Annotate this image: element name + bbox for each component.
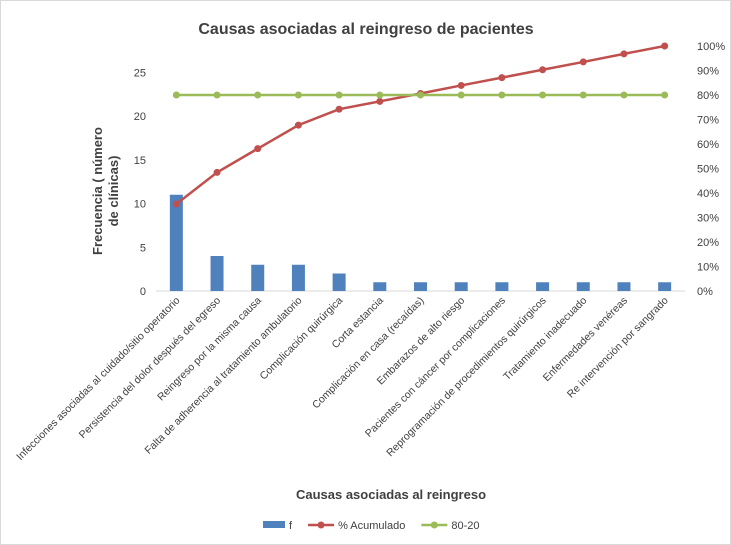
y-tick-label: 25 <box>134 67 146 79</box>
series-point <box>376 97 384 105</box>
category-label: Falta de adherencia al tratamiento ambul… <box>143 295 305 457</box>
series-point <box>172 200 180 208</box>
y2-tick-label: 50% <box>697 164 719 176</box>
plot-area: 0 5 10 15 20 25 0% 10% 20% 30% 40% 50% 60% 70% 80% 90% 1… <box>14 41 725 463</box>
bar <box>414 282 427 291</box>
series-point <box>254 145 262 153</box>
x-axis-title: Causas asociadas al reingreso <box>296 487 486 502</box>
bar <box>617 282 631 291</box>
series-point <box>661 91 669 99</box>
bar <box>454 282 468 291</box>
legend-label: 80-20 <box>451 520 479 532</box>
chart-title: Causas asociadas al reingreso de pacient… <box>198 21 533 38</box>
series-point <box>579 58 587 66</box>
series-point <box>539 91 547 99</box>
series-point <box>620 91 628 99</box>
y2-tick-label: 10% <box>697 262 719 274</box>
bar <box>332 273 346 291</box>
y-tick-label: 0 <box>140 286 146 298</box>
y2-tick-label: 0% <box>697 286 713 298</box>
series-line <box>175 44 665 206</box>
y2-tick-label: 80% <box>697 90 719 102</box>
series-point <box>620 50 628 58</box>
legend-label: f <box>289 520 293 532</box>
series-point <box>254 91 262 99</box>
bar <box>576 282 590 291</box>
y-tick-label: 10 <box>134 199 146 211</box>
series-point <box>539 66 547 74</box>
y2-tick-label: 70% <box>697 115 719 127</box>
series-point <box>417 91 424 99</box>
series-point <box>579 91 587 99</box>
y-axis-title: Frecuencia ( número de clínicas) <box>90 127 121 255</box>
series-point <box>172 91 180 99</box>
series-point <box>335 105 343 113</box>
category-label: Pacientes con cáncer por complicaciones <box>363 295 508 440</box>
series-point <box>335 91 343 99</box>
series-point <box>294 121 302 129</box>
bar <box>169 194 183 291</box>
category-label: Persistencia del dolor después del egres… <box>77 295 223 441</box>
legend-swatch-marker <box>430 521 438 529</box>
series-point <box>294 91 302 99</box>
category-label: Complicación quirúrgica <box>258 295 346 383</box>
series-point <box>661 42 669 50</box>
series-point <box>498 74 506 82</box>
y2-tick-label: 90% <box>697 66 719 78</box>
series-point <box>213 168 221 176</box>
bar <box>373 282 387 291</box>
series-point <box>457 91 465 99</box>
series-point <box>376 91 384 99</box>
legend-swatch-bar <box>263 521 285 528</box>
y-tick-label: 20 <box>134 111 146 123</box>
y-tick-label: 15 <box>134 155 146 167</box>
legend: f % Acumulado 80-20 <box>263 520 479 532</box>
bar <box>536 282 550 291</box>
bar <box>658 282 672 291</box>
y-axis-title-line-2: de clínicas) <box>106 156 121 227</box>
bar <box>291 264 305 291</box>
bar <box>210 256 224 291</box>
legend-swatch-marker <box>317 521 325 529</box>
series-point <box>498 91 506 99</box>
y2-tick-label: 30% <box>697 213 719 225</box>
y2-tick-label: 40% <box>697 188 719 200</box>
series-point <box>457 81 465 89</box>
bar <box>495 282 509 291</box>
y-axis-title-line-1: Frecuencia ( número <box>90 127 105 255</box>
y-tick-label: 5 <box>140 242 146 254</box>
series-point <box>213 91 221 99</box>
bar <box>251 264 265 291</box>
y2-tick-label: 60% <box>697 139 719 151</box>
legend-label: % Acumulado <box>338 520 405 532</box>
y2-tick-label: 20% <box>697 237 719 249</box>
y2-tick-label: 100% <box>697 41 725 53</box>
